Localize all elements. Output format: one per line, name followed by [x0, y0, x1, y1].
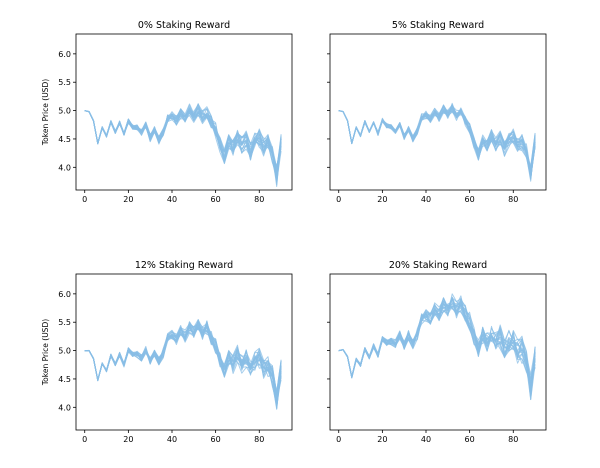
y-tick-label: 6.0 [58, 50, 71, 59]
panel-2: 5% Staking Reward 0 20 40 60 80 [327, 20, 547, 204]
axes-frame [329, 33, 547, 191]
panel-title: 0% Staking Reward [138, 20, 230, 31]
x-tick-label: 40 [167, 195, 177, 204]
x-tick-label: 80 [254, 435, 264, 444]
x-tick-label: 20 [377, 435, 387, 444]
x-tick-label: 20 [123, 435, 133, 444]
y-axis-label: Token Price (USD) [41, 79, 50, 146]
x-tick-label: 80 [254, 195, 264, 204]
y-tick-label: 5.0 [58, 347, 71, 356]
series-line [84, 322, 282, 406]
y-tick-label: 4.0 [58, 163, 71, 172]
panel-3: 12% Staking Reward 0 20 40 60 80 4.0 4.5 5.0 5.5 6… [41, 260, 293, 444]
axes-frame [75, 33, 293, 191]
series-line [84, 324, 282, 393]
y-tick-label: 5.0 [58, 107, 71, 116]
x-tick-label: 0 [336, 195, 341, 204]
x-tick-label: 20 [377, 195, 387, 204]
x-tick-label: 40 [421, 435, 431, 444]
series-line [338, 293, 536, 378]
panel-1: 0% Staking Reward 0 20 40 60 80 4.0 4.5 5.0 5.5 6.… [41, 20, 293, 204]
x-tick-label: 0 [336, 435, 341, 444]
series-line [338, 109, 536, 167]
x-tick-label: 40 [167, 435, 177, 444]
y-tick-label: 5.5 [58, 78, 71, 87]
series-line [84, 327, 282, 409]
series-line [338, 105, 536, 175]
panel-title: 20% Staking Reward [389, 260, 487, 271]
series-line [84, 106, 282, 187]
x-tick-label: 60 [465, 435, 475, 444]
x-tick-label: 20 [123, 195, 133, 204]
series-group [338, 102, 536, 182]
panel-title: 12% Staking Reward [135, 260, 233, 271]
series-group [84, 103, 282, 187]
series-group [84, 319, 282, 410]
series-group [338, 293, 536, 401]
x-tick-label: 60 [211, 195, 221, 204]
y-tick-label: 4.5 [58, 135, 71, 144]
y-tick-label: 5.5 [58, 318, 71, 327]
y-axis-label: Token Price (USD) [41, 319, 50, 386]
y-tick-label: 4.0 [58, 403, 71, 412]
y-tick-label: 6.0 [58, 290, 71, 299]
x-tick-label: 0 [82, 195, 87, 204]
panel-title: 5% Staking Reward [392, 20, 484, 31]
x-tick-label: 60 [465, 195, 475, 204]
x-tick-label: 0 [82, 435, 87, 444]
x-tick-label: 40 [421, 195, 431, 204]
x-tick-label: 60 [211, 435, 221, 444]
y-tick-label: 4.5 [58, 375, 71, 384]
axes-frame [329, 273, 547, 431]
x-tick-label: 80 [508, 435, 518, 444]
x-tick-label: 80 [508, 195, 518, 204]
axes-frame [75, 273, 293, 431]
panel-4: 20% Staking Reward 0 20 40 60 80 [327, 260, 547, 444]
